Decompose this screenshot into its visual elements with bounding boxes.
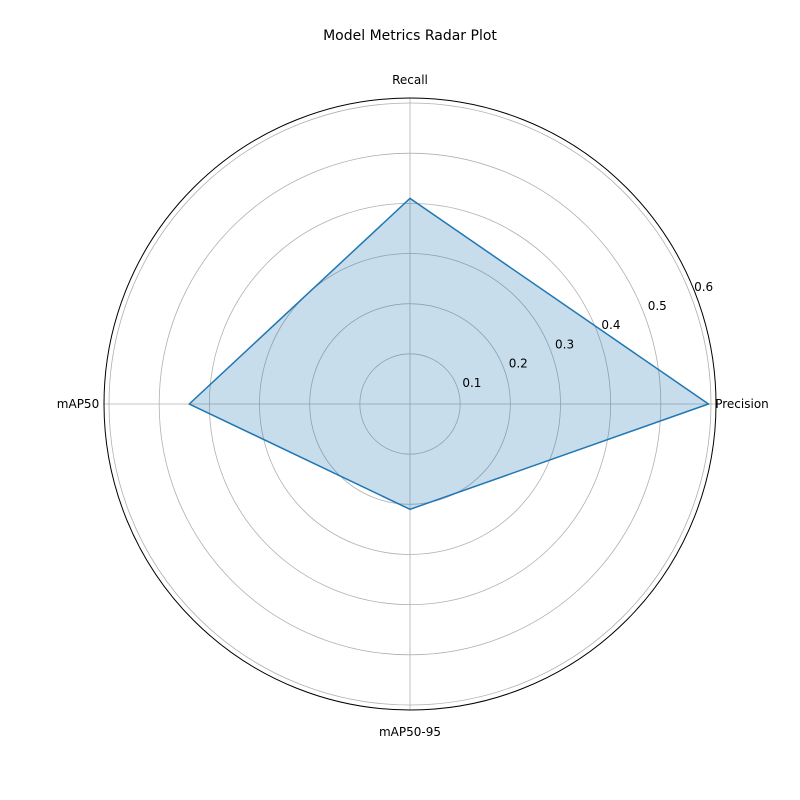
- category-label-map50: mAP50: [57, 397, 99, 411]
- rtick-label-5: 0.6: [694, 280, 713, 294]
- rtick-label-0: 0.1: [462, 376, 481, 390]
- category-label-map50-95: mAP50-95: [379, 725, 441, 739]
- rtick-label-2: 0.3: [555, 337, 574, 351]
- rtick-label-4: 0.5: [648, 299, 667, 313]
- category-label-recall: Recall: [392, 73, 428, 87]
- data-layer: [187, 197, 711, 511]
- grid-layer: [103, 97, 717, 711]
- category-label-precision: Precision: [715, 397, 769, 411]
- label-layer: 0.1 0.2 0.3 0.4 0.5 0.6 Precision Recall mAP50 mA…: [57, 73, 769, 739]
- chart-title: Model Metrics Radar Plot: [323, 28, 497, 44]
- series-fill-0: [189, 198, 709, 510]
- rtick-label-3: 0.4: [601, 318, 620, 332]
- polar-frame: [103, 97, 717, 711]
- rtick-label-1: 0.2: [509, 357, 528, 371]
